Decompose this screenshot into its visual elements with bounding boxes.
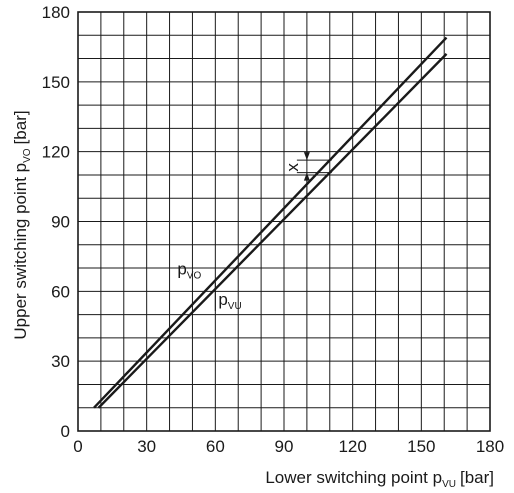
grid <box>78 12 490 431</box>
x-tick-label: 90 <box>275 437 294 456</box>
y-tick-label: 60 <box>51 282 70 301</box>
series-label-vo: pVO <box>177 259 201 281</box>
tick-labels: 0 30 60 90 120 150 180 0 30 60 90 120 150 180 <box>42 3 505 456</box>
hysteresis-label: x <box>283 163 302 172</box>
x-tick-label: 30 <box>137 437 156 456</box>
series-lines <box>93 36 448 409</box>
dimension-arrowhead-top <box>303 152 310 161</box>
plot-frame <box>77 11 491 432</box>
y-tick-label: 150 <box>42 73 70 92</box>
dimension-arrowhead-bottom <box>303 172 310 181</box>
series-line-vo <box>93 36 448 409</box>
x-tick-label: 0 <box>73 437 82 456</box>
annotations: pVO pVU x <box>177 130 332 312</box>
y-tick-label: 0 <box>61 422 70 441</box>
y-tick-label: 30 <box>51 352 70 371</box>
y-tick-label: 90 <box>51 213 70 232</box>
series-line-vu <box>97 53 448 409</box>
series-label-vu: pVU <box>218 290 241 312</box>
x-tick-label: 120 <box>338 437 366 456</box>
y-axis-label: Upper switching point pVO[bar] <box>11 110 33 339</box>
x-tick-label: 60 <box>206 437 225 456</box>
x-tick-label: 180 <box>476 437 504 456</box>
y-tick-label: 120 <box>42 143 70 162</box>
x-tick-label: 150 <box>407 437 435 456</box>
y-tick-label: 180 <box>42 3 70 22</box>
x-axis-label: Lower switching point pVU [bar] <box>265 468 494 490</box>
